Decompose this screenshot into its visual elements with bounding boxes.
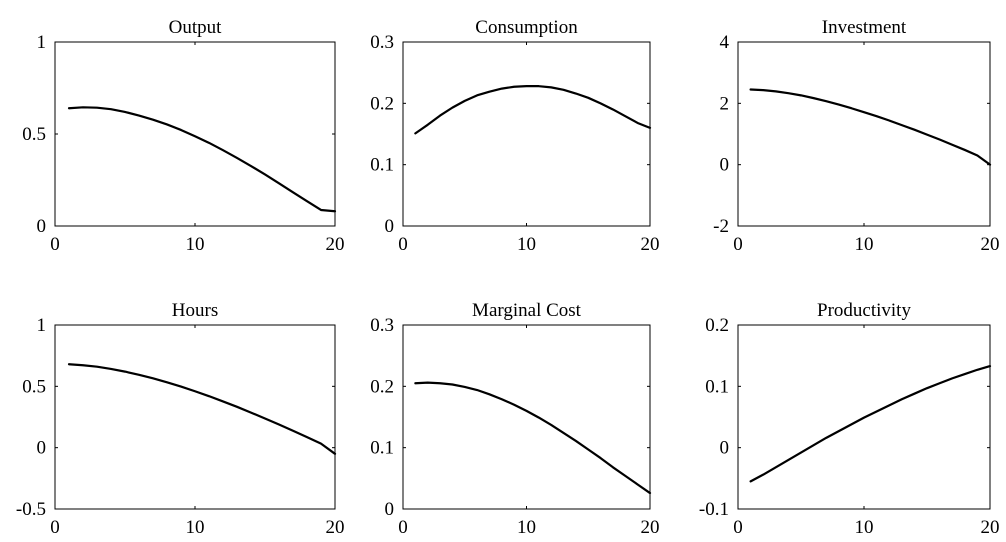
x-tick-label: 20 bbox=[981, 517, 1000, 538]
y-tick-label: 0.5 bbox=[22, 376, 46, 397]
y-tick-label: 0 bbox=[385, 216, 395, 237]
y-tick-label: -2 bbox=[713, 216, 729, 237]
y-tick-label: 0 bbox=[385, 499, 395, 520]
x-tick-label: 10 bbox=[517, 517, 536, 538]
y-tick-label: 0.3 bbox=[370, 32, 394, 53]
y-tick-label: 0.1 bbox=[370, 438, 394, 459]
y-tick-label: 0.2 bbox=[370, 376, 394, 397]
x-tick-label: 10 bbox=[855, 517, 874, 538]
x-tick-label: 20 bbox=[326, 234, 345, 255]
y-tick-label: 0.2 bbox=[705, 315, 729, 336]
y-tick-label: 0.5 bbox=[22, 124, 46, 145]
x-tick-label: 10 bbox=[186, 517, 205, 538]
x-tick-label: 10 bbox=[186, 234, 205, 255]
y-tick-label: -0.1 bbox=[699, 499, 729, 520]
x-tick-label: 10 bbox=[517, 234, 536, 255]
chart-panel-output: Output 0 10 20 0 0.5 1 bbox=[22, 17, 344, 255]
y-tick-label: 0.2 bbox=[370, 93, 394, 114]
x-tick-label: 0 bbox=[50, 517, 60, 538]
x-tick-label: 0 bbox=[398, 234, 408, 255]
y-tick-label: 0.1 bbox=[370, 155, 394, 176]
y-tick-label: 0 bbox=[720, 155, 730, 176]
x-tick-label: 10 bbox=[855, 234, 874, 255]
y-tick-label: 0 bbox=[37, 216, 47, 237]
series-line-marginal-cost bbox=[414, 381, 652, 495]
plot-area-frame bbox=[54, 41, 336, 227]
y-tick-label: 0.3 bbox=[370, 315, 394, 336]
x-tick-label: 20 bbox=[641, 517, 660, 538]
x-tick-label: 20 bbox=[326, 517, 345, 538]
plot-area-frame bbox=[737, 41, 991, 227]
chart-title: Hours bbox=[172, 300, 218, 321]
chart-title: Output bbox=[169, 17, 223, 38]
x-tick-label: 20 bbox=[641, 234, 660, 255]
y-tick-label: 0.1 bbox=[705, 376, 729, 397]
y-tick-label: 4 bbox=[720, 32, 730, 53]
y-tick-label: 0 bbox=[720, 438, 730, 459]
x-tick-label: 0 bbox=[50, 234, 60, 255]
chart-title: Consumption bbox=[475, 17, 578, 38]
series-line-output bbox=[67, 106, 337, 213]
series-line-consumption bbox=[414, 85, 652, 135]
y-tick-label: 1 bbox=[37, 32, 47, 53]
x-tick-label: 0 bbox=[733, 234, 743, 255]
x-tick-label: 0 bbox=[398, 517, 408, 538]
chart-title: Marginal Cost bbox=[472, 300, 582, 321]
y-tick-label: 2 bbox=[720, 93, 730, 114]
series-line-hours bbox=[67, 363, 337, 455]
y-tick-label: 1 bbox=[37, 315, 47, 336]
plot-area-frame bbox=[402, 324, 651, 510]
chart-panel-marginal-cost: Marginal Cost 0 10 20 0 0.1 0.2 0.3 bbox=[370, 300, 659, 538]
y-tick-label: 0 bbox=[37, 438, 47, 459]
series-line-productivity bbox=[749, 364, 992, 483]
plot-area-frame bbox=[402, 41, 651, 227]
chart-title: Productivity bbox=[817, 300, 911, 321]
chart-title: Investment bbox=[822, 17, 907, 38]
plot-area-frame bbox=[54, 324, 336, 510]
y-tick-label: -0.5 bbox=[16, 499, 46, 520]
chart-panel-consumption: Consumption 0 10 20 0 0.1 0.2 0.3 bbox=[370, 17, 659, 255]
series-line-investment bbox=[749, 88, 992, 166]
x-tick-label: 0 bbox=[733, 517, 743, 538]
x-tick-label: 20 bbox=[981, 234, 1000, 255]
